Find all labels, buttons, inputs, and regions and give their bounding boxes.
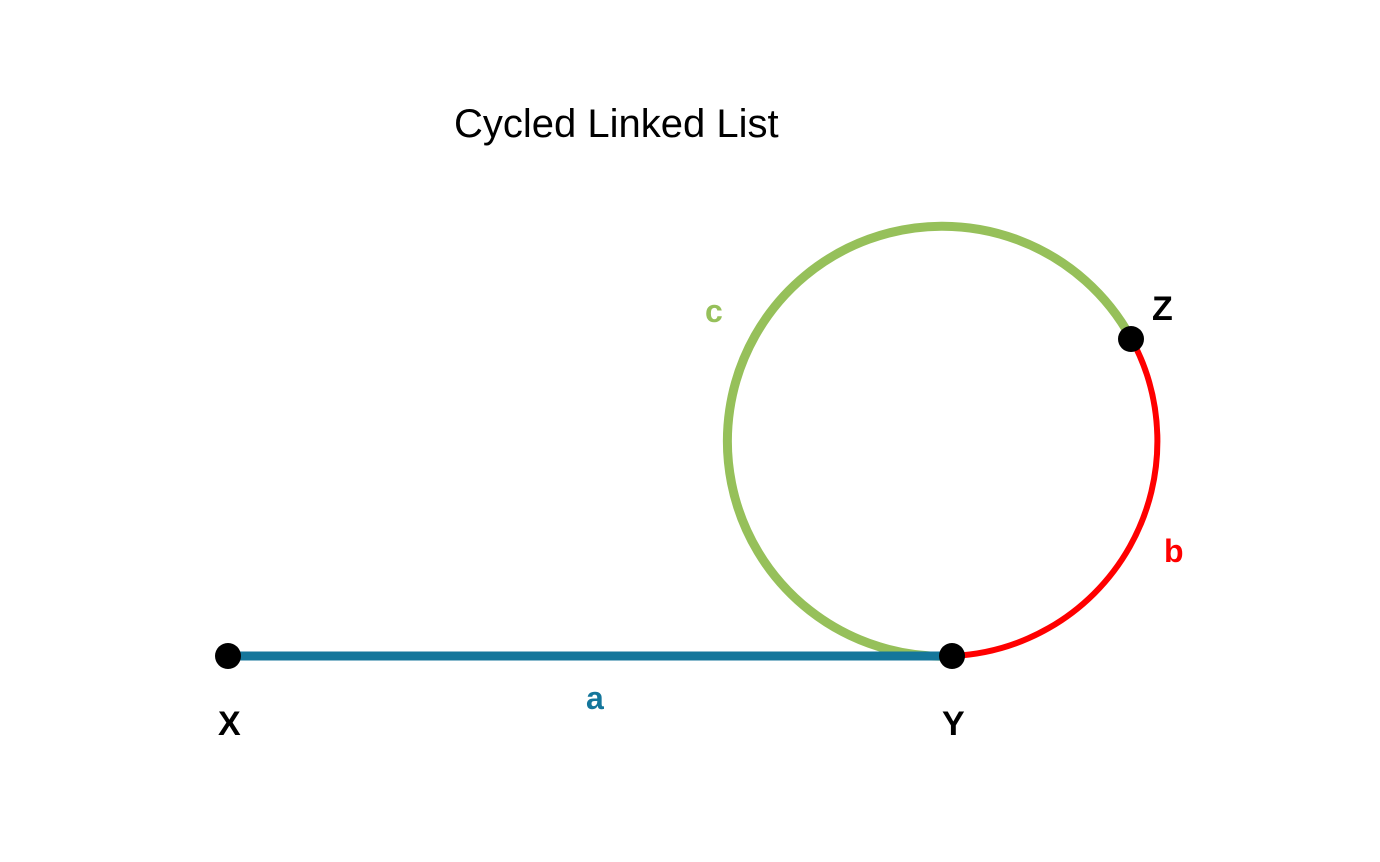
- segment-c-label: c: [705, 293, 723, 329]
- node-x-dot: [215, 643, 241, 669]
- node-y-label: Y: [942, 705, 965, 743]
- node-z-dot: [1118, 326, 1144, 352]
- segment-b-label: b: [1164, 533, 1184, 569]
- node-z-label: Z: [1152, 290, 1173, 328]
- diagram-title: Cycled Linked List: [454, 102, 779, 146]
- segment-b-arc: [949, 335, 1161, 659]
- node-y-dot: [939, 643, 965, 669]
- segment-a-label: a: [586, 680, 604, 716]
- node-x-label: X: [218, 705, 241, 743]
- segment-c-arc: [722, 221, 1136, 661]
